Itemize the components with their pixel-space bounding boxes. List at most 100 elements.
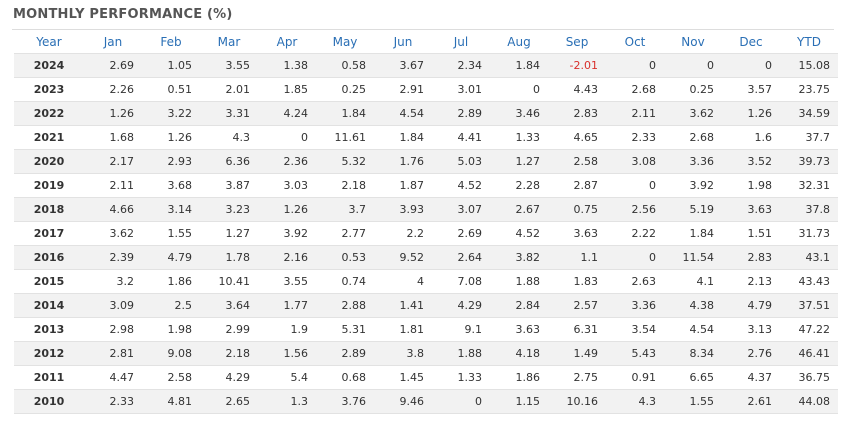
value-cell: 1.05: [142, 53, 200, 78]
value-cell: 5.43: [606, 341, 664, 366]
value-cell: 1.49: [548, 341, 606, 366]
value-cell: 3.92: [258, 221, 316, 246]
value-cell: 5.31: [316, 317, 374, 342]
table-row: 2024 2.69 1.05 3.55 1.38 0.58 3.67 2.34 1.84 -2.0…: [14, 53, 838, 78]
column-header: Aug: [507, 35, 531, 49]
year-cell: 2019: [14, 173, 84, 198]
value-cell: 1.55: [142, 221, 200, 246]
value-cell: 0.91: [606, 365, 664, 390]
value-cell: 3.67: [374, 53, 432, 78]
value-cell: 0.68: [316, 365, 374, 390]
value-cell: 3.57: [722, 77, 780, 102]
value-cell: 1.83: [548, 269, 606, 294]
value-cell: -2.01: [548, 53, 606, 78]
value-cell: 1.38: [258, 53, 316, 78]
value-cell: 2.89: [316, 341, 374, 366]
value-cell: 2.11: [606, 101, 664, 126]
value-cell: 3.76: [316, 389, 374, 414]
value-cell: 1.41: [374, 293, 432, 318]
value-cell: 2.84: [490, 293, 548, 318]
value-cell: 0.25: [664, 77, 722, 102]
value-cell: 3.92: [664, 173, 722, 198]
value-cell: 2.16: [258, 245, 316, 270]
value-cell: 47.22: [780, 317, 838, 342]
value-cell: 11.54: [664, 245, 722, 270]
value-cell: 1.78: [200, 245, 258, 270]
value-cell: 0: [664, 53, 722, 78]
column-header: Jun: [393, 35, 413, 49]
value-cell: 39.73: [780, 149, 838, 174]
table-row: 2014 3.09 2.5 3.64 1.77 2.88 1.41 4.29 2.84 2.57 3…: [14, 293, 838, 318]
value-cell: 4.81: [142, 389, 200, 414]
table-row: 2019 2.11 3.68 3.87 3.03 2.18 1.87 4.52 2.28 2.87…: [14, 173, 838, 198]
value-cell: 1.84: [664, 221, 722, 246]
value-cell: 4.1: [664, 269, 722, 294]
value-cell: 2.91: [374, 77, 432, 102]
year-cell: 2018: [14, 197, 84, 222]
column-header: Sep: [565, 35, 589, 49]
value-cell: 9.1: [432, 317, 490, 342]
value-cell: 3.63: [722, 197, 780, 222]
value-cell: 3.62: [84, 221, 142, 246]
value-cell: 3.08: [606, 149, 664, 174]
value-cell: 1.26: [142, 125, 200, 150]
value-cell: 3.7: [316, 197, 374, 222]
value-cell: 1.15: [490, 389, 548, 414]
column-header: Oct: [624, 35, 646, 49]
value-cell: 4.29: [200, 365, 258, 390]
value-cell: 4.3: [606, 389, 664, 414]
header-row: Year Jan Feb Mar Apr May Jun Jul Aug Sep Oct Nov Dec…: [14, 31, 838, 54]
value-cell: 0: [258, 125, 316, 150]
value-cell: 3.52: [722, 149, 780, 174]
value-cell: 9.08: [142, 341, 200, 366]
performance-table: Year Jan Feb Mar Apr May Jun Jul Aug Sep Oct Nov Dec…: [14, 31, 838, 414]
value-cell: 5.03: [432, 149, 490, 174]
value-cell: 36.75: [780, 365, 838, 390]
value-cell: 1.84: [490, 53, 548, 78]
value-cell: 37.8: [780, 197, 838, 222]
value-cell: 5.4: [258, 365, 316, 390]
value-cell: 1.6: [722, 125, 780, 150]
column-header: Year: [36, 35, 62, 49]
value-cell: 15.08: [780, 53, 838, 78]
table-row: 2010 2.33 4.81 2.65 1.3 3.76 9.46 0 1.15 10.16 4.3…: [14, 389, 838, 414]
value-cell: 1.77: [258, 293, 316, 318]
value-cell: 3.63: [490, 317, 548, 342]
value-cell: 4.24: [258, 101, 316, 126]
value-cell: 4.65: [548, 125, 606, 150]
value-cell: 3.64: [200, 293, 258, 318]
value-cell: 37.7: [780, 125, 838, 150]
column-header: Mar: [217, 35, 241, 49]
year-cell: 2016: [14, 245, 84, 270]
value-cell: 3.87: [200, 173, 258, 198]
value-cell: 1.45: [374, 365, 432, 390]
value-cell: 6.36: [200, 149, 258, 174]
value-cell: 3.09: [84, 293, 142, 318]
value-cell: 2.83: [548, 101, 606, 126]
value-cell: 37.51: [780, 293, 838, 318]
year-cell: 2010: [14, 389, 84, 414]
value-cell: 1.87: [374, 173, 432, 198]
value-cell: 4.29: [432, 293, 490, 318]
value-cell: 1.51: [722, 221, 780, 246]
value-cell: 8.34: [664, 341, 722, 366]
value-cell: 4.47: [84, 365, 142, 390]
value-cell: 4.79: [722, 293, 780, 318]
value-cell: 3.36: [664, 149, 722, 174]
value-cell: 1.88: [432, 341, 490, 366]
table-row: 2020 2.17 2.93 6.36 2.36 5.32 1.76 5.03 1.27 2.58…: [14, 149, 838, 174]
value-cell: 0: [606, 245, 664, 270]
column-header: May: [332, 35, 358, 49]
value-cell: 0: [432, 389, 490, 414]
value-cell: 2.88: [316, 293, 374, 318]
value-cell: 3.36: [606, 293, 664, 318]
value-cell: 4.52: [490, 221, 548, 246]
title: MONTHLY PERFORMANCE (%): [13, 7, 233, 22]
value-cell: 2.11: [84, 173, 142, 198]
value-cell: 4.66: [84, 197, 142, 222]
column-header: Nov: [681, 35, 705, 49]
value-cell: 1.27: [490, 149, 548, 174]
value-cell: 1.33: [490, 125, 548, 150]
table-row: 2022 1.26 3.22 3.31 4.24 1.84 4.54 2.89 3.46 2.83…: [14, 101, 838, 126]
value-cell: 2.76: [722, 341, 780, 366]
